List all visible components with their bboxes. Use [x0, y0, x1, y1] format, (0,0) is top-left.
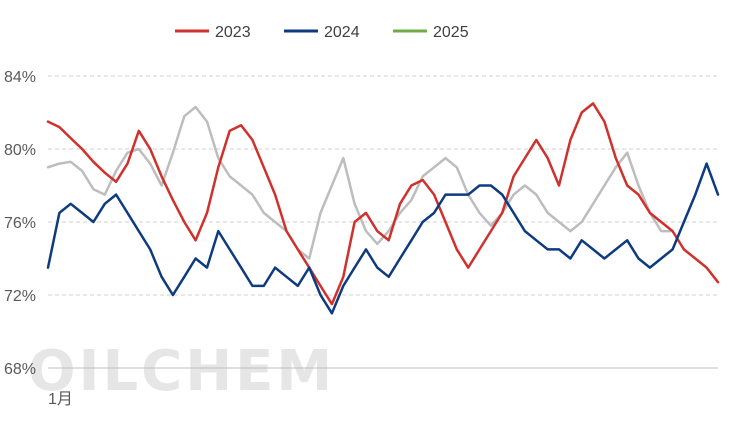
- y-tick-label: 68%: [4, 361, 36, 378]
- y-axis: 68% 72% 76% 80% 84%: [4, 69, 36, 378]
- y-tick-label: 84%: [4, 69, 36, 86]
- x-axis: 1月: [48, 391, 73, 408]
- watermark: OILCHEM: [28, 339, 335, 404]
- legend-label: 2025: [433, 24, 469, 41]
- grid-lines: [48, 75, 718, 369]
- y-tick-label: 72%: [4, 288, 36, 305]
- legend-item-2023[interactable]: 2023: [175, 24, 251, 41]
- legend-item-2024[interactable]: 2024: [284, 24, 360, 41]
- legend-label: 2024: [324, 24, 360, 41]
- y-tick-label: 76%: [4, 215, 36, 232]
- legend-label: 2023: [215, 24, 251, 41]
- series-line-2023: [46, 102, 720, 306]
- y-tick-label: 80%: [4, 142, 36, 159]
- legend-item-2025[interactable]: 2025: [393, 24, 469, 41]
- series-lines: [46, 102, 720, 315]
- series-line-2024: [46, 162, 720, 315]
- legend[interactable]: 2023 2024 2025: [175, 24, 469, 41]
- x-tick-label: 1月: [48, 391, 73, 408]
